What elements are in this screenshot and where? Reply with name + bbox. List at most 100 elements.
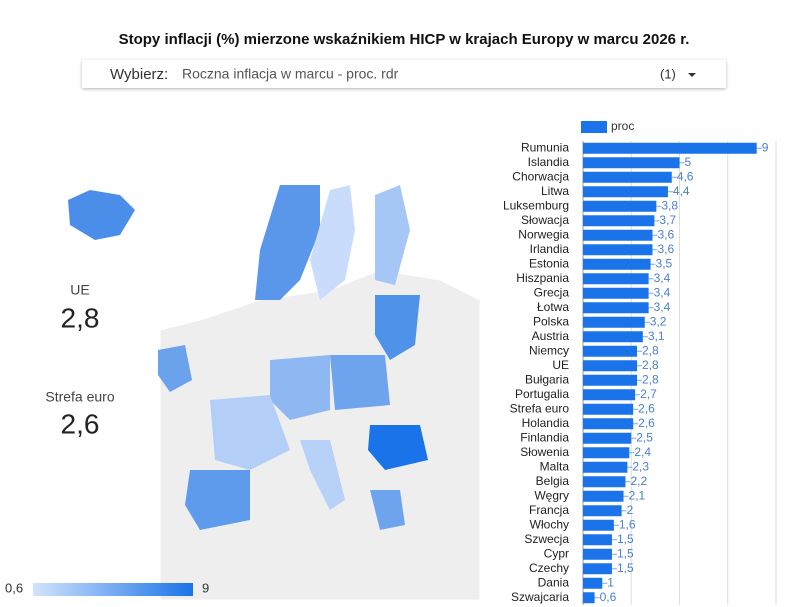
y-tick-label: Dania [538,575,570,589]
bar [583,316,645,328]
kpi-value: 2,8 [61,302,100,333]
value-label: 2,6 [638,416,655,430]
bar [583,403,634,415]
y-tick-label: Portugalia [515,387,569,401]
y-tick-label: Strefa euro [510,401,570,415]
y-tick-label: Irlandia [530,242,570,256]
bar [583,418,634,430]
bar [583,229,653,241]
value-label: 3,5 [656,256,673,270]
legend-swatch [581,121,607,133]
bar [583,476,626,488]
value-label: 4,4 [673,184,690,198]
ireland [158,345,192,392]
kpi-label: UE [70,282,89,298]
value-label: 2 [627,503,634,517]
value-label: 3,6 [657,242,674,256]
y-tick-label: Finlandia [520,430,569,444]
y-tick-label: Szwajcaria [511,590,569,604]
value-label: 4,6 [677,169,694,183]
bar [583,389,636,401]
poland [330,355,390,410]
bar [583,186,668,198]
map-legend-gradient [33,583,193,596]
value-label: 3,2 [650,314,667,328]
dropdown-arrow [688,73,696,77]
value-label: 3,7 [659,213,676,227]
italy [300,440,345,510]
romania [368,425,428,470]
bar [583,577,603,589]
bar [583,461,628,473]
y-tick-label: Łotwa [537,300,569,314]
value-label: 2,4 [634,445,651,459]
y-tick-label: Grecja [534,285,570,299]
value-label: 2,2 [630,474,647,488]
value-label: 3,4 [654,285,671,299]
value-label: 2,8 [642,372,659,386]
value-label: 9 [762,140,769,154]
filter-value: Roczna inflacja w marcu - proc. rdr [182,66,399,82]
filter-dropdown[interactable]: Wybierz: Roczna inflacja w marcu - proc.… [82,60,726,88]
value-label: 3,4 [654,300,671,314]
y-tick-label: Norwegia [518,227,569,241]
y-tick-label: UE [552,358,569,372]
bar [583,548,612,560]
value-label: 0,6 [600,590,617,604]
map-legend-max: 9 [202,580,209,595]
sweden [310,185,355,300]
value-label: 2,7 [640,387,657,401]
y-tick-label: Słowenia [520,445,569,459]
france [210,395,290,470]
y-tick-label: Czechy [529,561,569,575]
y-tick-label: Malta [540,459,570,473]
value-label: 1,5 [617,532,634,546]
y-tick-label: Węgry [534,488,569,502]
bar [583,157,680,169]
value-label: 2,8 [642,343,659,357]
iceland [68,190,135,240]
y-tick-label: Luksemburg [503,198,569,212]
spain [185,470,250,530]
bar [583,432,632,444]
y-tick-label: Litwa [541,184,569,198]
y-tick-label: Szwecja [524,532,569,546]
bar [583,258,651,270]
bar [583,505,622,517]
y-tick-label: Bułgaria [525,372,569,386]
value-label: 1 [607,575,614,589]
y-tick-label: Austria [532,329,570,343]
dropdown-box[interactable] [82,60,726,88]
value-label: 1,6 [619,517,636,531]
germany [270,355,330,420]
y-tick-label: Chorwacja [512,169,569,183]
value-label: 2,3 [632,459,649,473]
title: Stopy inflacji (%) mierzone wskaźnikiem … [119,31,690,48]
y-tick-label: Belgia [536,474,570,488]
value-label: 5 [685,155,692,169]
bar [583,171,672,183]
value-label: 3,1 [648,329,665,343]
bar [583,287,649,299]
value-label: 2,1 [629,488,646,502]
value-label: 1,5 [617,561,634,575]
value-label: 1,5 [617,546,634,560]
bar [583,490,624,502]
value-label: 2,6 [638,401,655,415]
legend-label: proc [611,119,634,133]
y-tick-label: Polska [533,314,569,328]
y-tick-label: Holandia [522,416,570,430]
y-tick-label: Cypr [544,546,569,560]
bar [583,447,630,459]
value-label: 3,6 [657,227,674,241]
y-tick-label: Estonia [529,256,569,270]
value-label: 2,5 [636,430,653,444]
filter-label: Wybierz: [110,66,168,83]
map-legend-min: 0,6 [5,580,23,595]
filter-count: (1) [660,66,676,81]
y-tick-label: Słowacja [521,213,569,227]
kpi-label: Strefa euro [45,389,114,405]
y-tick-label: Rumunia [521,140,569,154]
bar [583,331,643,343]
